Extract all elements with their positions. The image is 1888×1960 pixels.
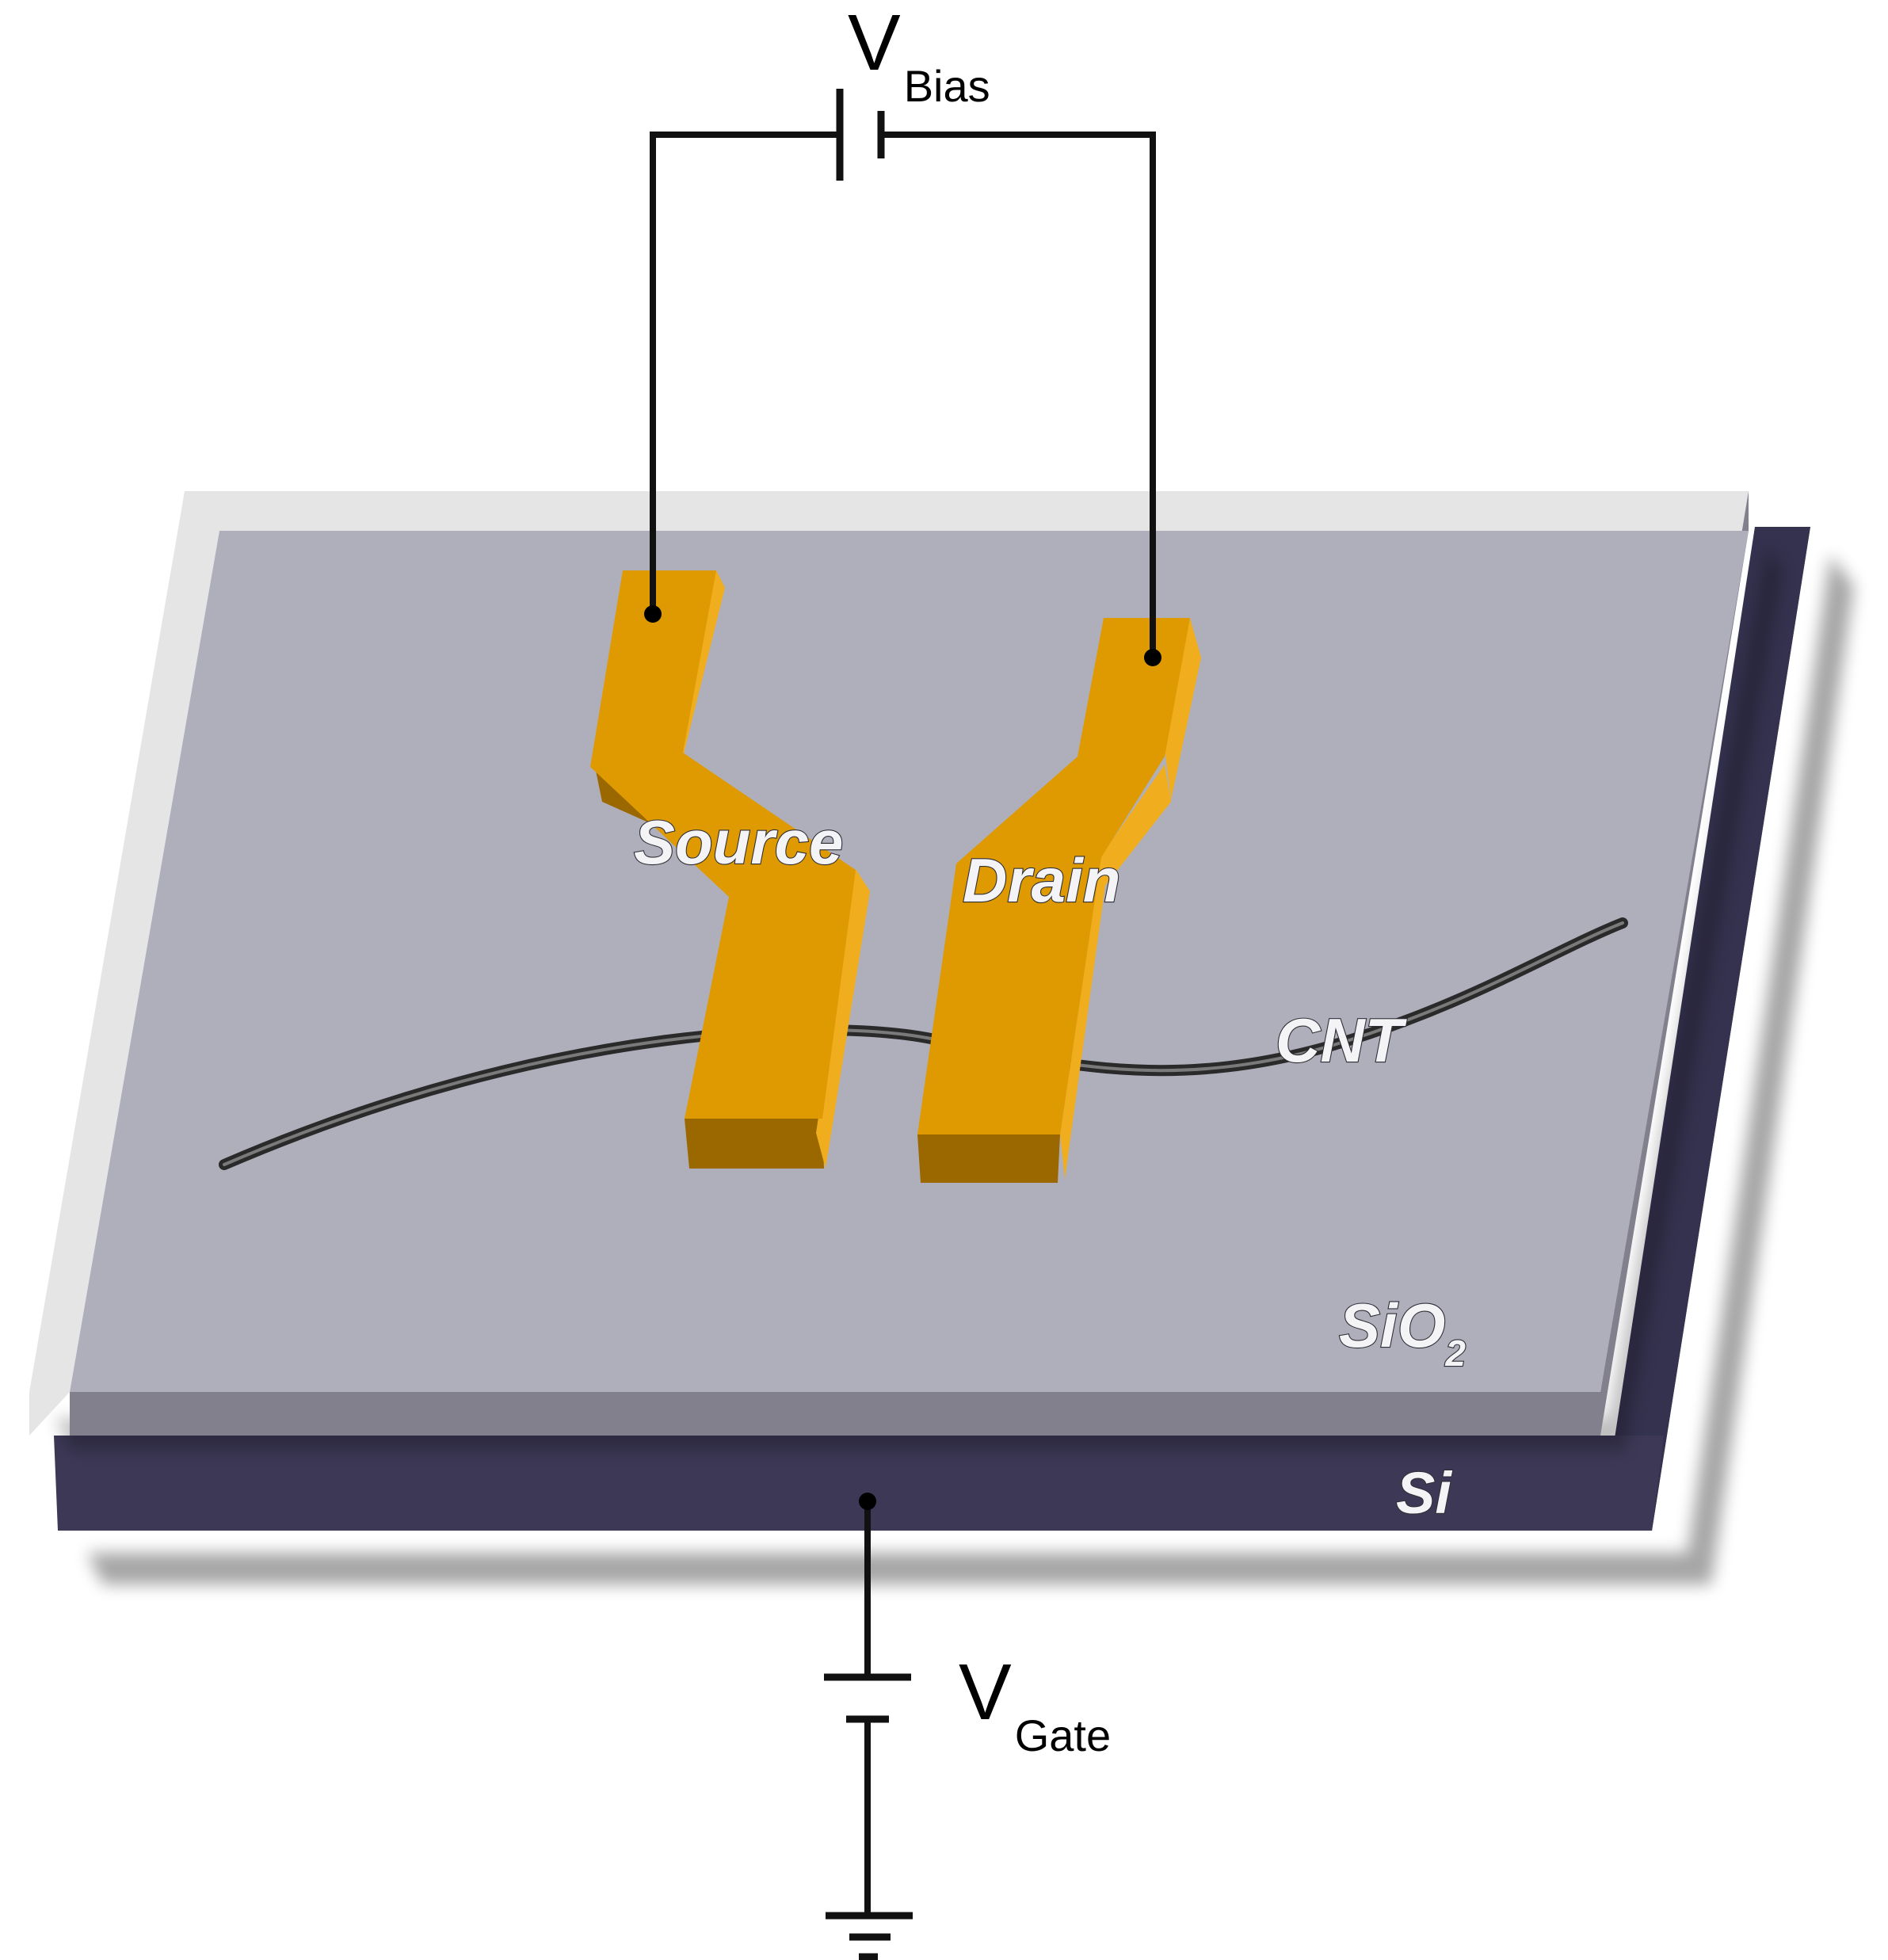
sio2-label: SiO2 (1339, 1291, 1466, 1374)
cnt-label: CNT (1276, 1005, 1408, 1075)
bias-wire-right (881, 132, 1156, 658)
v-gate-label: VGate (959, 1648, 1111, 1760)
source-electrode-right-lower-face (816, 869, 870, 1169)
si-label: Si (1396, 1460, 1452, 1526)
v-bias-main: V (848, 0, 901, 87)
v-gate-main: V (959, 1648, 1012, 1737)
drain-electrode (917, 618, 1201, 1183)
source-electrode-top-face (590, 570, 856, 1119)
bias-wire-left (650, 132, 840, 614)
sio2-main: SiO (1339, 1291, 1445, 1360)
gate-contact-dot (859, 1493, 876, 1510)
gate-circuit (824, 1501, 913, 1960)
drain-electrode-bottom-face (917, 1134, 1060, 1183)
sio2-back-left-edge (29, 491, 1749, 1436)
v-gate-sub: Gate (1015, 1710, 1111, 1760)
sio2-layer (29, 491, 1783, 1450)
drain-electrode-top-face (917, 618, 1190, 1134)
bias-circuit (650, 89, 1156, 658)
source-contact-dot (644, 605, 662, 623)
sio2-sub: 2 (1444, 1333, 1466, 1374)
drain-electrode-right-face (1165, 618, 1201, 800)
sio2-front-face (70, 1392, 1600, 1436)
drain-electrode-right-lower-face (1060, 765, 1171, 1179)
source-electrode-bottom-face (685, 1119, 824, 1169)
source-label: Source (634, 807, 843, 877)
si-front-face (54, 1436, 1664, 1531)
sio2-top-face (70, 531, 1749, 1392)
drain-label: Drain (963, 845, 1120, 915)
source-electrode (590, 570, 870, 1169)
v-bias-label: VBias (848, 0, 990, 111)
v-bias-sub: Bias (904, 61, 990, 111)
drain-contact-dot (1144, 649, 1161, 666)
